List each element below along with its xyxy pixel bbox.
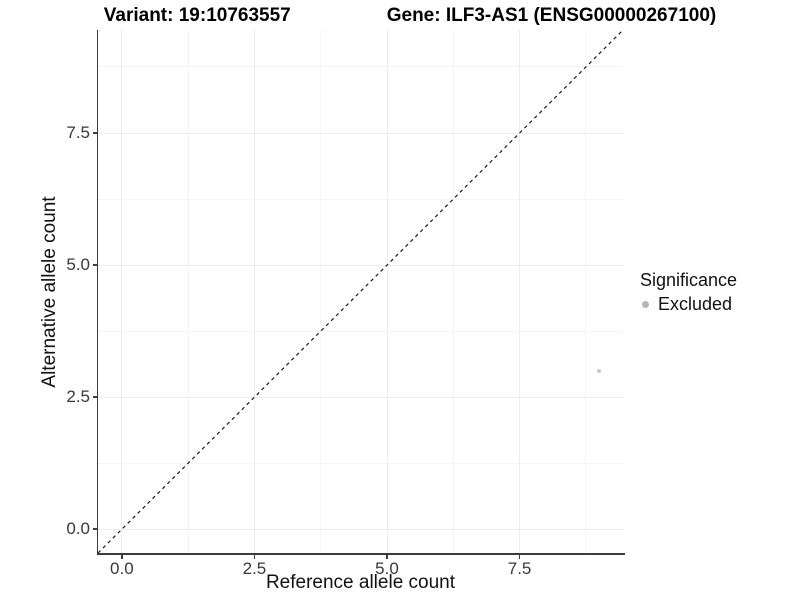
x-axis-line <box>96 553 625 555</box>
plot-title-variant: Variant: 19:10763557 <box>103 5 291 26</box>
gridline-major-horizontal <box>98 528 623 530</box>
y-tick-label: 5.0 <box>66 255 90 275</box>
gridline-minor-vertical <box>320 30 322 553</box>
x-tick-mark <box>386 554 388 559</box>
y-tick-mark <box>92 528 97 530</box>
x-tick-label: 7.5 <box>507 559 532 578</box>
gridline-minor-horizontal <box>98 66 623 68</box>
gridline-major-horizontal <box>98 264 623 266</box>
y-tick-label: 2.5 <box>66 387 90 407</box>
gridline-major-horizontal <box>98 132 623 134</box>
gridline-minor-vertical <box>187 30 189 553</box>
plot-title-row: Variant: 19:10763557 Gene: ILF3-AS1 (ENS… <box>0 4 800 28</box>
plot-title-gene: Gene: ILF3-AS1 (ENSG00000267100) <box>386 5 717 26</box>
y-axis-line <box>96 30 98 555</box>
y-tick-label: 7.5 <box>66 123 90 142</box>
x-tick-label: 0.0 <box>110 559 134 578</box>
gridline-major-horizontal <box>98 396 623 398</box>
gridline-minor-vertical <box>585 30 587 553</box>
gridline-minor-vertical <box>452 30 454 553</box>
data-point <box>597 368 602 373</box>
gridline-major-vertical <box>386 30 388 553</box>
y-tick-mark <box>92 132 97 134</box>
legend-point-swatch <box>642 301 649 308</box>
y-tick-mark <box>92 264 97 266</box>
y-tick-mark <box>92 396 97 398</box>
legend: Significance Excluded <box>640 269 737 315</box>
x-tick-label: 5.0 <box>375 559 399 578</box>
plot-panel <box>98 30 623 553</box>
gridline-major-vertical <box>121 30 123 553</box>
x-tick-label: 2.5 <box>242 559 267 578</box>
x-axis-title: Reference allele count <box>265 572 456 593</box>
gridline-major-vertical <box>253 30 255 553</box>
identity-dashed-line <box>98 30 623 553</box>
identity-line-layer <box>98 30 623 553</box>
gridline-minor-horizontal <box>98 462 623 464</box>
legend-title: Significance <box>640 270 738 290</box>
legend-item-label: Excluded <box>658 294 733 314</box>
legend-item-excluded: Excluded <box>640 294 737 315</box>
x-tick-mark <box>121 554 123 559</box>
y-axis-title: Alternative allele count <box>39 196 60 388</box>
y-tick-label: 0.0 <box>66 519 90 539</box>
gridline-major-vertical <box>519 30 521 553</box>
gridline-minor-horizontal <box>98 330 623 332</box>
gridline-minor-horizontal <box>98 198 623 200</box>
x-tick-mark <box>253 554 256 559</box>
x-tick-mark <box>518 554 521 559</box>
